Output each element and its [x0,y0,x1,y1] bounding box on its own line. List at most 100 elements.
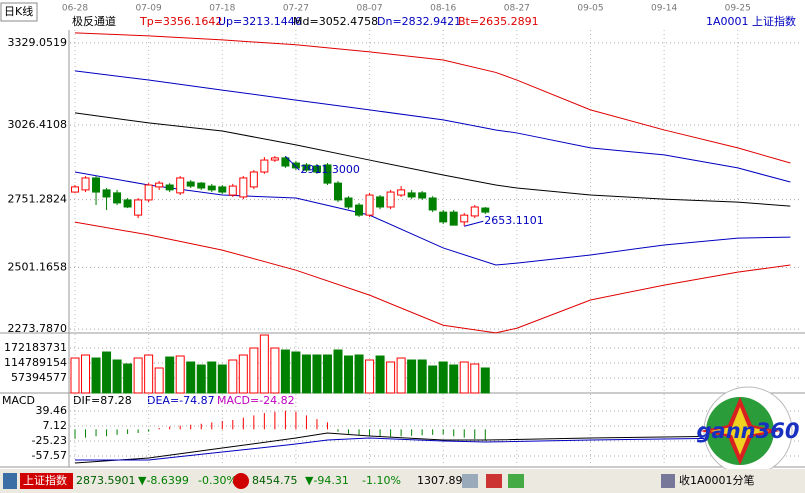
candle-body [281,157,290,167]
volume-bar [228,359,238,394]
x-tick-label: 09-05 [577,4,603,14]
volume-bar [470,363,480,394]
volume-bar [312,354,322,394]
candle-body [334,182,342,201]
volume-bar [186,361,196,394]
candle-body [481,207,490,213]
x-tick-label: 07-18 [209,4,235,14]
volume-bar [333,349,343,394]
sz-value: 8454.75 [252,474,298,487]
volume-bar [396,357,406,394]
x-tick-label: 08-07 [356,4,382,14]
candle-body [102,189,111,198]
candle-body [302,164,311,171]
index-name-box[interactable] [20,473,73,489]
y-tick-label: -25.23 [32,434,67,447]
candle-body [428,197,437,211]
candle-body [81,177,90,191]
volume-bar [196,364,206,394]
y-tick-label: 2501.1658 [8,260,68,273]
candle-body [460,214,469,223]
macd-readout: DEA=-74.87 [147,394,215,407]
candle-body [239,177,248,198]
candle-body [207,185,216,191]
y-tick-label: 2751.2824 [8,193,68,206]
candle-body [386,191,395,208]
candle-body [197,182,206,189]
volume-bar [175,355,185,394]
volume-bar [449,364,459,394]
sz-change: ▼-94.31 [305,474,349,487]
y-tick-label: 57394577 [11,371,67,384]
exchange-icon[interactable] [233,473,249,489]
volume-bar [354,354,364,394]
line-series [74,32,791,164]
volume-bar [217,364,227,394]
annotation-leader [285,155,300,171]
status-icon[interactable] [462,474,478,488]
x-tick-label: 07-27 [283,4,309,14]
candle-body [418,192,427,199]
ticks-label[interactable]: 收1A0001分笔 [679,473,755,487]
index-pct: -0.30% [198,474,237,487]
candle-body [439,211,448,223]
candle-body [165,184,174,191]
candle-body [376,196,385,208]
annotation: 2911.3000 [300,163,360,176]
volume-bar [249,347,259,394]
line-series [74,112,791,207]
status-icon[interactable] [508,474,524,488]
candle-body [260,159,269,173]
status-icon[interactable] [661,474,675,488]
candle-body [123,199,132,208]
period-label: 日K线 [4,4,33,18]
y-tick-label: 114789154 [4,356,67,369]
candle-body [176,177,185,194]
x-tick-label: 06-28 [62,4,88,14]
candle-body [344,197,353,208]
volume-bar [102,351,112,394]
candle-body [407,192,416,198]
line-series [74,221,791,334]
candle-body [449,211,458,226]
volume-bar [417,359,427,394]
volume-bar [112,359,122,394]
logo: gann360 [697,386,799,476]
period-box [0,2,38,22]
candle-body [228,185,237,196]
candle-body [92,177,101,193]
x-tick-label: 09-25 [725,4,751,14]
volume-bar [270,347,280,394]
volume-bar [238,354,248,394]
volume-bar [207,361,217,394]
volume-bar [407,359,417,394]
candle-body [249,171,258,188]
index-name[interactable]: 上证指数 [23,473,67,487]
candle-body [312,165,321,173]
candle-body [397,189,406,196]
status-icon[interactable] [486,474,502,488]
volume-bar [144,354,154,394]
volume-bar [365,359,375,394]
amount: 1307.89亿 [417,474,474,487]
macd-readout: MACD=-24.82 [217,394,295,407]
y-tick-label: 3026.4108 [8,118,68,131]
candle-body [144,184,153,201]
indicator-readout: Md=3052.4758 [293,15,378,28]
candle-body [323,164,332,184]
indicator-readout: Tp=3356.1642 [139,15,222,28]
candle-body [291,162,300,169]
x-tick-label: 07-09 [136,4,162,14]
y-tick-label: -57.57 [32,449,67,462]
y-tick-label: 3329.0519 [8,36,68,49]
x-tick-label: 09-14 [651,4,677,14]
volume-bar [438,361,448,394]
y-tick-label: 2273.7870 [8,322,68,335]
candle-body [113,192,122,204]
symbol-name: 上证指数 [752,14,796,28]
x-tick-label: 08-16 [430,4,456,14]
candle-body [355,204,364,216]
volume-bar [344,355,354,394]
status-icon[interactable] [3,473,17,489]
